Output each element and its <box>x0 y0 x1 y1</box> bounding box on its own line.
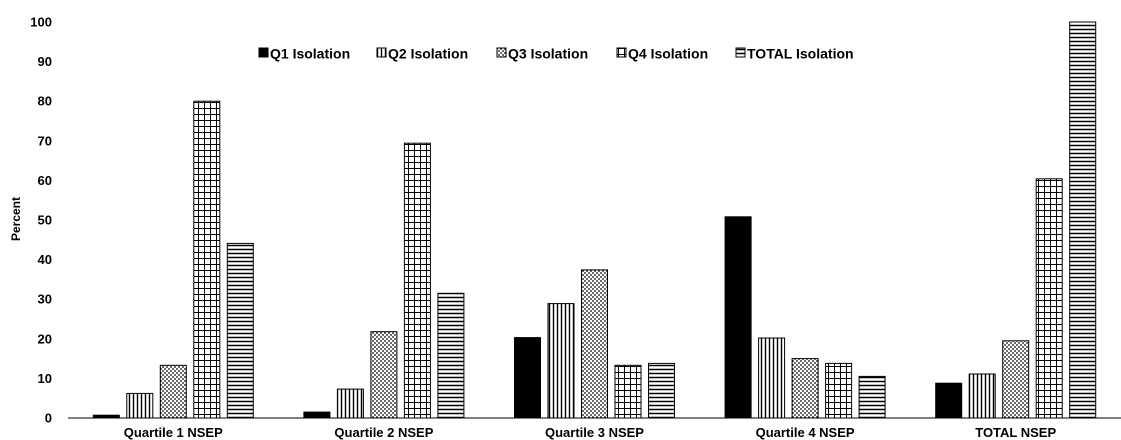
category-label: Quartile 2 NSEP <box>334 425 433 440</box>
y-tick-label: 60 <box>38 173 52 188</box>
y-tick-label: 100 <box>30 15 52 30</box>
bar-q4-isolation <box>825 362 853 419</box>
y-tick-label: 70 <box>38 133 52 148</box>
legend-swatch <box>616 47 627 58</box>
bar-q3-isolation <box>791 358 819 419</box>
bar-total-isolation <box>226 242 254 419</box>
bar-q4-isolation <box>403 142 431 419</box>
category-label: Quartile 3 NSEP <box>545 425 644 440</box>
bar-total-isolation <box>648 362 675 419</box>
legend-label: Q3 Isolation <box>508 46 588 62</box>
bar-q2-isolation <box>336 388 364 419</box>
bar-q1-isolation <box>303 411 331 419</box>
y-tick-label: 0 <box>45 411 52 426</box>
legend-swatch <box>258 47 269 58</box>
bar-q2-isolation <box>126 392 154 419</box>
bar-q4-isolation <box>193 100 221 419</box>
bar-q1-isolation <box>514 337 541 419</box>
y-tick-label: 10 <box>38 371 52 386</box>
y-axis-ticks: 0 10 20 30 40 50 60 70 80 90 100 <box>30 15 52 426</box>
y-tick-label: 30 <box>38 292 52 307</box>
bar-q3-isolation <box>159 364 187 419</box>
bar-q4-isolation <box>614 364 642 419</box>
legend: Q1 Isolation Q2 Isolation Q3 Isolation Q4 I… <box>258 46 854 62</box>
y-tick-label: 40 <box>38 252 52 267</box>
y-tick-label: 80 <box>38 94 52 109</box>
legend-swatch <box>735 47 746 58</box>
category-label: Quartile 4 NSEP <box>756 425 855 440</box>
legend-swatch <box>376 47 387 58</box>
category-labels: Quartile 1 NSEP Quartile 2 NSEP Quartile 3… <box>124 425 1057 440</box>
bar-q2-isolation <box>758 337 786 419</box>
bar-q1-isolation <box>92 414 120 419</box>
bars <box>92 21 1097 419</box>
category-label: Quartile 1 NSEP <box>124 425 223 440</box>
bar-q4-isolation <box>1035 178 1063 419</box>
category-label: TOTAL NSEP <box>975 425 1056 440</box>
y-axis-label: Percent <box>9 197 23 241</box>
bar-total-isolation <box>1069 21 1097 419</box>
bar-q1-isolation <box>935 382 963 419</box>
y-tick-label: 50 <box>38 213 52 228</box>
y-tick-label: 20 <box>38 331 52 346</box>
bar-q2-isolation <box>968 373 996 419</box>
bar-total-isolation <box>437 292 465 419</box>
bar-q3-isolation <box>1002 340 1030 419</box>
legend-label: TOTAL Isolation <box>747 46 854 62</box>
bar-q2-isolation <box>547 303 575 419</box>
bar-q3-isolation <box>581 269 608 419</box>
legend-label: Q1 Isolation <box>270 46 350 62</box>
legend-label: Q4 Isolation <box>628 46 708 62</box>
bar-total-isolation <box>858 375 886 419</box>
y-tick-label: 90 <box>38 54 52 69</box>
legend-swatch <box>496 47 507 58</box>
legend-label: Q2 Isolation <box>388 46 468 62</box>
bar-q3-isolation <box>370 331 398 419</box>
bar-q1-isolation <box>724 216 752 419</box>
